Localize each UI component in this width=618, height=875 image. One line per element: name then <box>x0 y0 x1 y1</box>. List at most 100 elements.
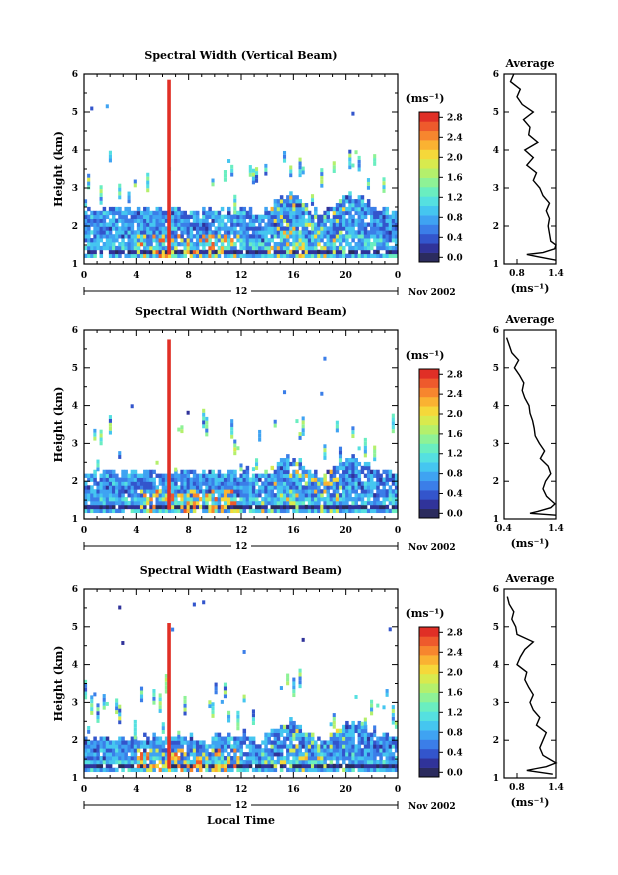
heatmap-cell <box>366 206 371 212</box>
heatmap-cell <box>223 230 228 235</box>
heatmap-cell <box>158 489 163 494</box>
heatmap-cell <box>317 500 321 506</box>
heatmap-cell <box>177 234 181 239</box>
heatmap-cell <box>298 436 302 440</box>
chart-title: Spectral Width (Eastward Beam) <box>140 564 342 577</box>
heatmap-cell <box>158 740 163 745</box>
heatmap-cell <box>227 508 231 514</box>
colorbar-swatch <box>419 187 439 197</box>
colorbar-tick-label: 2.0 <box>447 410 463 420</box>
heatmap-cell <box>323 504 327 510</box>
heatmap-cell <box>279 253 284 258</box>
heatmap-cell <box>304 245 309 251</box>
heatmap-cell <box>298 763 303 769</box>
heatmap-cell <box>332 504 337 510</box>
heatmap-cell <box>164 249 169 255</box>
heatmap-cell <box>317 234 321 239</box>
heatmap-cell <box>385 477 390 482</box>
heatmap-cell <box>96 718 100 723</box>
heatmap-cell <box>279 489 284 494</box>
heatmap-cell <box>335 493 340 498</box>
heatmap-cell <box>155 504 160 510</box>
heatmap-cell <box>161 493 166 498</box>
heatmap-cell <box>177 477 181 482</box>
heatmap-cell <box>202 214 206 219</box>
heatmap-cell <box>370 756 374 761</box>
heatmap-cell <box>298 732 303 737</box>
heatmap-cell <box>301 206 306 212</box>
heatmap-cell <box>379 489 383 494</box>
heatmap-cell <box>335 428 339 433</box>
heatmap-cell <box>292 756 296 761</box>
heatmap-cell <box>124 241 128 247</box>
heatmap-cell <box>366 178 371 182</box>
heatmap-cell <box>363 748 368 753</box>
heatmap-cell <box>354 206 358 212</box>
heatmap-cell <box>301 432 305 436</box>
heatmap-cell <box>314 210 318 216</box>
heatmap-cell <box>351 748 355 753</box>
heatmap-cell <box>149 759 153 765</box>
heatmap-cell <box>115 238 119 243</box>
heatmap-cell <box>388 740 393 745</box>
heatmap-cell <box>139 477 144 482</box>
heatmap-cell <box>292 767 296 773</box>
heatmap-cell <box>385 763 390 769</box>
heatmap-cell <box>133 241 138 247</box>
heatmap-cell <box>320 481 324 486</box>
heatmap-cell <box>314 500 318 506</box>
heatmap-cell <box>273 226 278 231</box>
heatmap-cell <box>127 234 132 239</box>
heatmap-cell <box>202 210 206 216</box>
heatmap-cell <box>220 508 225 514</box>
heatmap-cell <box>108 206 113 212</box>
heatmap-cell <box>233 194 237 199</box>
heatmap-cell <box>248 249 253 255</box>
heatmap-cell <box>354 744 358 749</box>
heatmap-cell <box>307 469 312 475</box>
heatmap-cell <box>108 748 113 753</box>
heatmap-cell <box>227 493 231 498</box>
heatmap-cell <box>143 206 147 212</box>
heatmap-cell <box>161 497 166 502</box>
heatmap-cell <box>335 504 340 510</box>
heatmap-cell <box>354 752 358 757</box>
heatmap-cell <box>338 218 343 223</box>
heatmap-cell <box>323 226 327 231</box>
heatmap-cell <box>348 748 352 753</box>
heatmap-cell <box>84 736 88 741</box>
heatmap-cell <box>254 230 259 235</box>
heatmap-cell <box>251 467 255 472</box>
heatmap-cell <box>146 176 150 181</box>
heatmap-cell <box>174 481 178 486</box>
heatmap-cell <box>267 485 271 490</box>
heatmap-cell <box>317 508 321 514</box>
heatmap-cell <box>338 210 343 216</box>
heatmap-cell <box>289 206 293 212</box>
heatmap-cell <box>251 485 256 490</box>
heatmap-cell <box>248 740 253 745</box>
heatmap-cell <box>351 736 355 741</box>
heatmap-cell <box>189 508 194 514</box>
heatmap-cell <box>360 732 365 737</box>
heatmap-cell <box>326 210 330 216</box>
heatmap-cell <box>124 752 128 757</box>
heatmap-cell <box>121 744 125 749</box>
heatmap-cell <box>220 238 225 243</box>
heatmap-cell <box>133 238 138 243</box>
heatmap-cell <box>376 249 380 255</box>
heatmap-cell <box>211 763 215 769</box>
heatmap-cell <box>310 493 315 498</box>
heatmap-cell <box>108 430 112 435</box>
heatmap-cell <box>245 253 250 258</box>
heatmap-cell <box>115 500 119 506</box>
heatmap-cell <box>236 234 240 239</box>
heatmap-cell <box>102 245 107 251</box>
heatmap-cell <box>220 748 225 753</box>
heatmap-cell <box>211 706 215 711</box>
heatmap-cell <box>261 489 265 494</box>
heatmap-cell <box>155 253 160 258</box>
heatmap-cell <box>155 497 160 502</box>
heatmap-cell <box>320 759 324 765</box>
heatmap-cell <box>195 477 200 482</box>
